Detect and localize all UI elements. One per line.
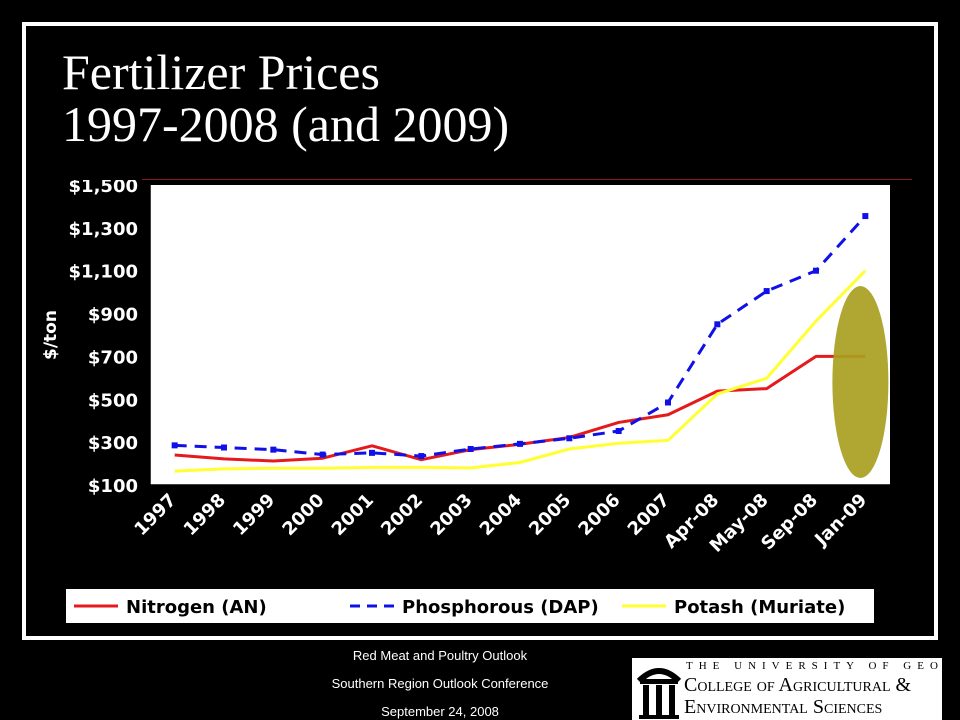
y-tick-label: $1,500 [69, 180, 138, 197]
fertilizer-price-chart: $100 $300 $500 $700 $900 $1,100 $1,300 $1,500 1… [41, 180, 891, 623]
legend-box [66, 589, 874, 623]
series-point [221, 444, 227, 451]
series-point [665, 399, 671, 406]
x-tick-label: 2006 [574, 490, 624, 540]
footer-line-2: Southern Region Outlook Conference [331, 676, 549, 691]
x-ticks: 1997 1998 1999 2000 2001 2002 2003 2004 2005 2006… [130, 485, 891, 557]
series-point [517, 440, 523, 447]
y-tick-label: $1,100 [69, 262, 138, 283]
x-tick-label: 2004 [476, 490, 526, 540]
series-point [270, 446, 277, 453]
y-tick-label: $300 [88, 433, 138, 454]
series-point [615, 428, 622, 434]
y-ticks: $100 $300 $500 $700 $900 $1,100 $1,300 $1,500 [69, 180, 150, 497]
x-tick-label: 2001 [328, 490, 378, 540]
logo-sciences: Environmental Sciences [684, 696, 883, 718]
series-point [369, 449, 375, 456]
y-tick-label: $100 [88, 476, 138, 497]
plot-background [150, 185, 890, 485]
title-line-2: 1997-2008 (and 2009) [62, 96, 510, 152]
series-point [813, 267, 819, 274]
slide-title: Fertilizer Prices 1997-2008 (and 2009) [62, 46, 509, 150]
series-point [763, 288, 770, 295]
y-tick-label: $700 [88, 347, 138, 368]
y-tick-label: $1,300 [69, 219, 138, 240]
x-tick-label: 2002 [377, 490, 427, 540]
x-tick-label: 1998 [180, 490, 230, 540]
y-axis-label: $/ton [41, 310, 61, 360]
arch-icon [636, 668, 682, 719]
x-tick-label: Jan-09 [810, 490, 872, 552]
series-point [171, 442, 178, 449]
legend: Nitrogen (AN) Phosphorous (DAP) Potash (Mu… [66, 589, 874, 623]
jan-09-highlight-ellipse [832, 286, 889, 478]
title-divider [142, 179, 912, 180]
logo-university: THE UNIVERSITY OF GEORGIA [686, 660, 960, 672]
footer-line-1: Red Meat and Poultry Outlook [352, 648, 528, 663]
x-tick-label: 1999 [229, 490, 279, 540]
series-point [714, 321, 721, 328]
series-point [566, 435, 573, 442]
x-tick-label: 2003 [426, 490, 476, 540]
series-line [174, 269, 867, 473]
series-point [467, 446, 474, 452]
series-layer [171, 213, 869, 473]
uga-logo: THE UNIVERSITY OF GEORGIA College of Agr… [632, 658, 960, 720]
legend-label: Potash (Muriate) [674, 597, 845, 618]
series-point [418, 453, 425, 460]
y-tick-label: $900 [88, 305, 138, 326]
title-line-1: Fertilizer Prices [62, 44, 380, 100]
legend-label: Nitrogen (AN) [126, 597, 267, 618]
plot-area [149, 185, 890, 486]
logo-college: College of Agricultural & [684, 674, 912, 696]
x-tick-label: 2005 [525, 490, 575, 540]
x-tick-label: 2000 [278, 490, 328, 540]
x-tick-label: 1997 [130, 490, 180, 540]
series-point [862, 213, 869, 220]
legend-label: Phosphorous (DAP) [402, 597, 599, 618]
y-tick-label: $500 [88, 390, 138, 411]
footer-line-3: September 24, 2008 [381, 704, 499, 719]
series-point [319, 451, 326, 458]
